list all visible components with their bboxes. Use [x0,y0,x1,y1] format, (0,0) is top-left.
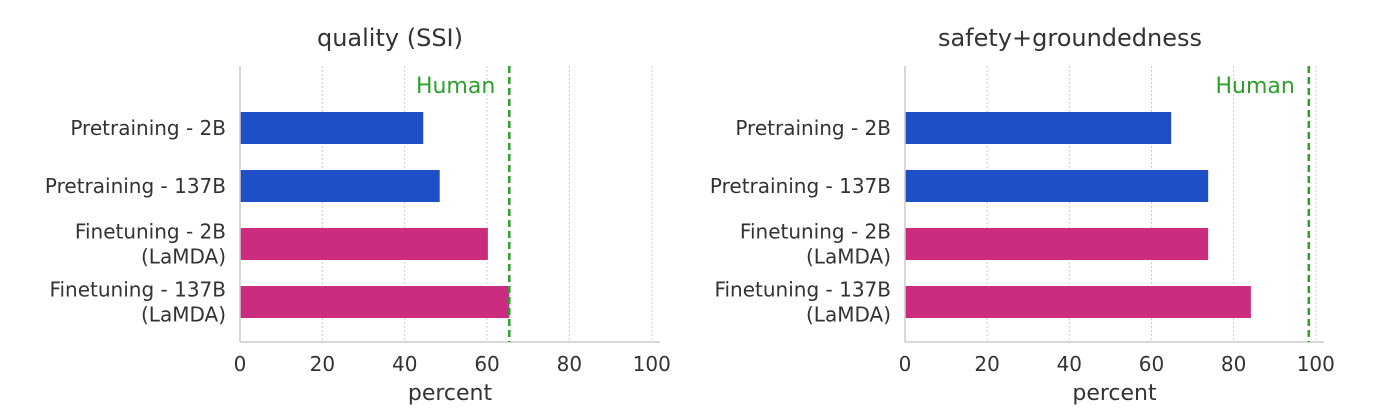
chart-quality-ssi: Pretraining - 2B Pretraining - 137B Finetu… [0,0,690,417]
x-tick-label-5: 100 [1297,352,1335,376]
category-label-2-line-1: (LaMDA) [141,245,226,269]
x-tick-label-0: 0 [234,352,247,376]
category-label-2-line-0: Finetuning - 2B [740,220,891,244]
x-tick-label-0: 0 [899,352,912,376]
x-tick-label-4: 80 [1221,352,1246,376]
chart-safety-groundedness: Pretraining - 2B Pretraining - 137B Finetu… [690,0,1392,417]
x-tick-label-3: 60 [474,352,499,376]
bar-2 [905,228,1209,260]
chart-quality-ssi-svg: Pretraining - 2B Pretraining - 137B Finetu… [45,24,671,406]
x-tick-label-1: 20 [310,352,335,376]
x-tick-label-2: 40 [392,352,417,376]
category-label-2-line-0: Finetuning - 2B [75,220,226,244]
bar-0 [240,112,424,144]
x-tick-label-1: 20 [974,352,999,376]
bar-3 [905,286,1251,318]
x-tick-label-4: 80 [557,352,582,376]
category-label-1: Pretraining - 137B [710,174,891,198]
category-label-0: Pretraining - 2B [735,116,891,140]
category-label-3-line-0: Finetuning - 137B [49,278,226,302]
x-tick-label-3: 60 [1139,352,1164,376]
category-label-2-line-1: (LaMDA) [806,245,891,269]
category-label-3-line-1: (LaMDA) [141,303,226,327]
category-label-0: Pretraining - 2B [70,116,226,140]
bar-1 [905,170,1209,202]
human-reference-label: Human [1215,74,1294,99]
bar-2 [240,228,488,260]
chart-safety-groundedness-svg: Pretraining - 2B Pretraining - 137B Finetu… [710,24,1335,406]
x-axis-label: percent [1072,381,1157,406]
category-label-1: Pretraining - 137B [45,174,226,198]
chart-title: quality (SSI) [317,24,463,52]
category-label-3-line-1: (LaMDA) [806,303,891,327]
category-label-3-line-0: Finetuning - 137B [714,278,891,302]
bar-1 [240,170,440,202]
bar-3 [240,286,510,318]
x-axis-label: percent [408,381,493,406]
x-tick-label-2: 40 [1057,352,1082,376]
bar-0 [905,112,1172,144]
x-tick-label-5: 100 [633,352,671,376]
chart-title: safety+groundedness [938,24,1202,52]
human-reference-label: Human [416,74,495,99]
